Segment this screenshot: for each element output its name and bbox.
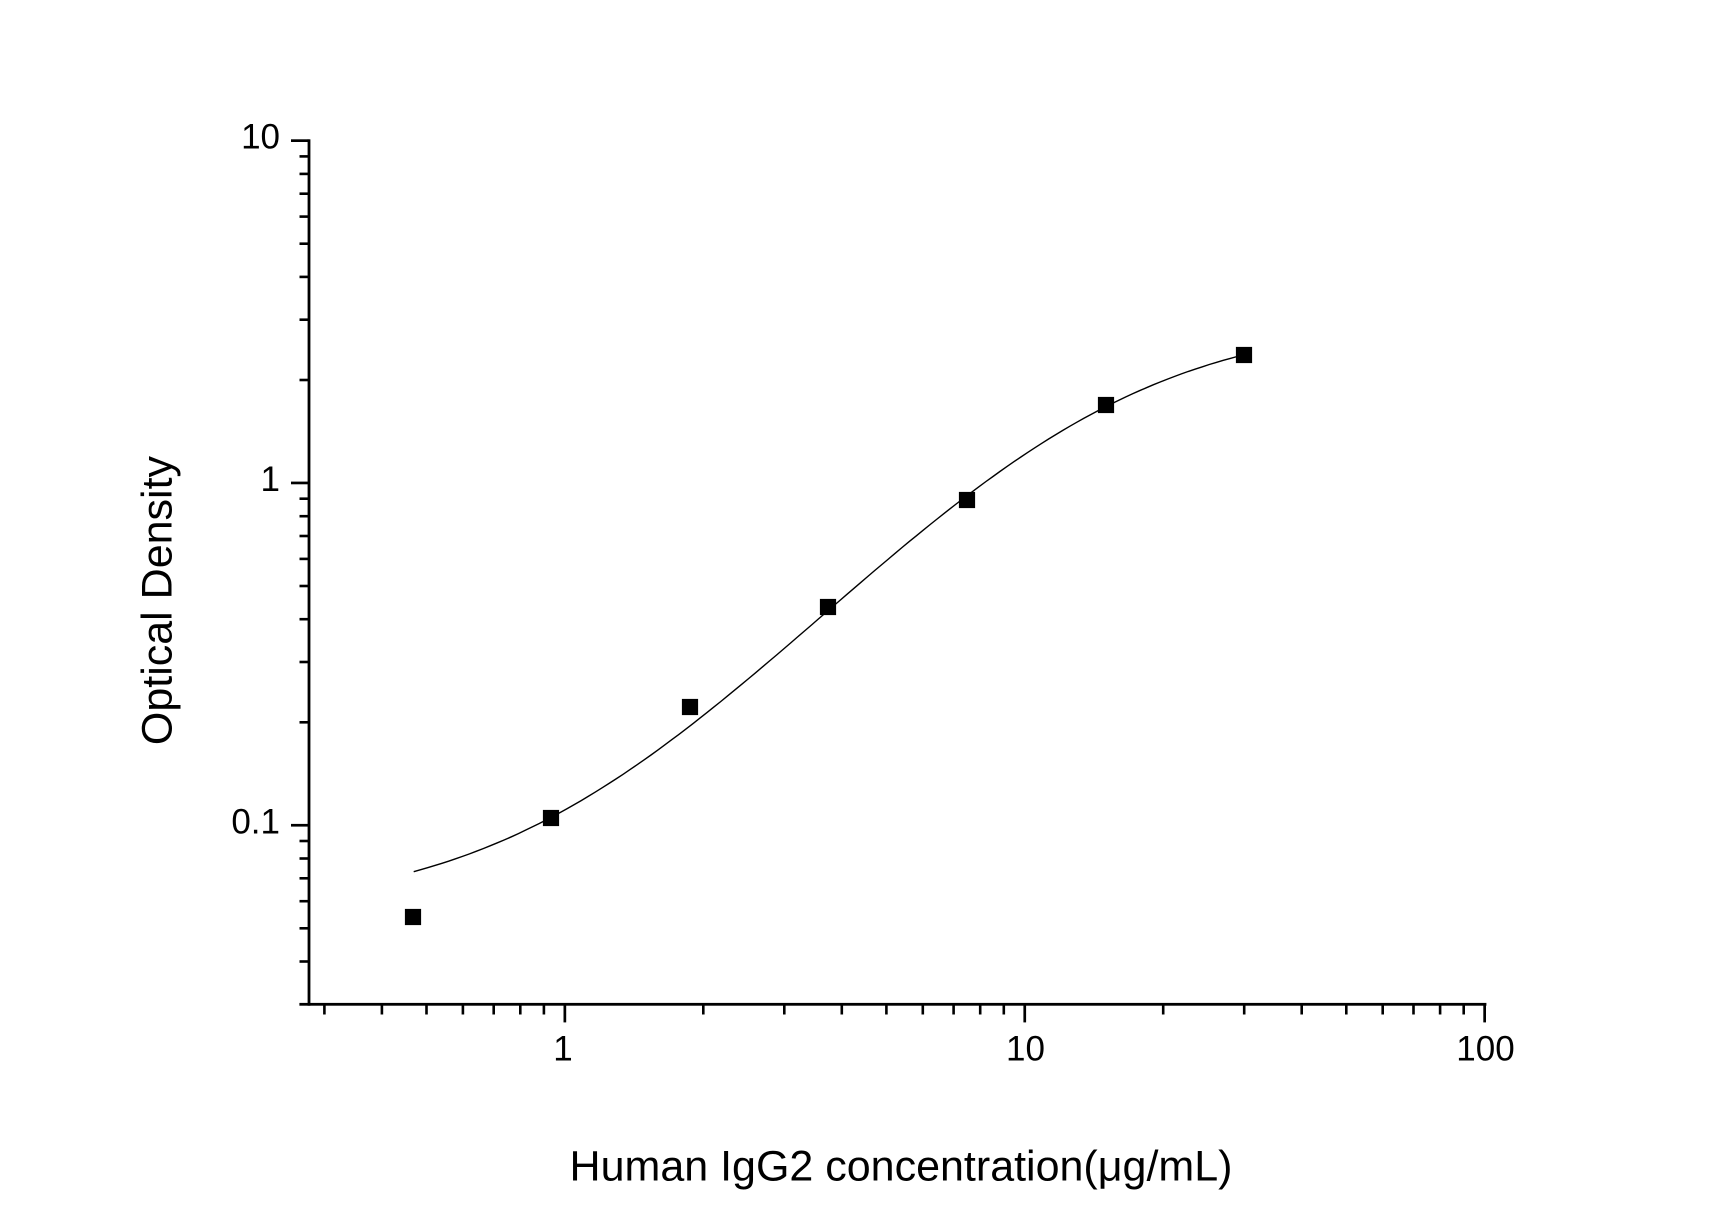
svg-text:Optical Density: Optical Density [133,455,181,745]
svg-text:10: 10 [1006,1030,1045,1069]
svg-text:1: 1 [261,460,280,499]
svg-text:10: 10 [241,118,280,157]
svg-text:0.1: 0.1 [231,802,280,841]
svg-text:1: 1 [553,1030,572,1069]
svg-text:Human IgG2 concentration(μg/mL: Human IgG2 concentration(μg/mL) [570,1143,1233,1191]
svg-text:100: 100 [1456,1030,1514,1069]
